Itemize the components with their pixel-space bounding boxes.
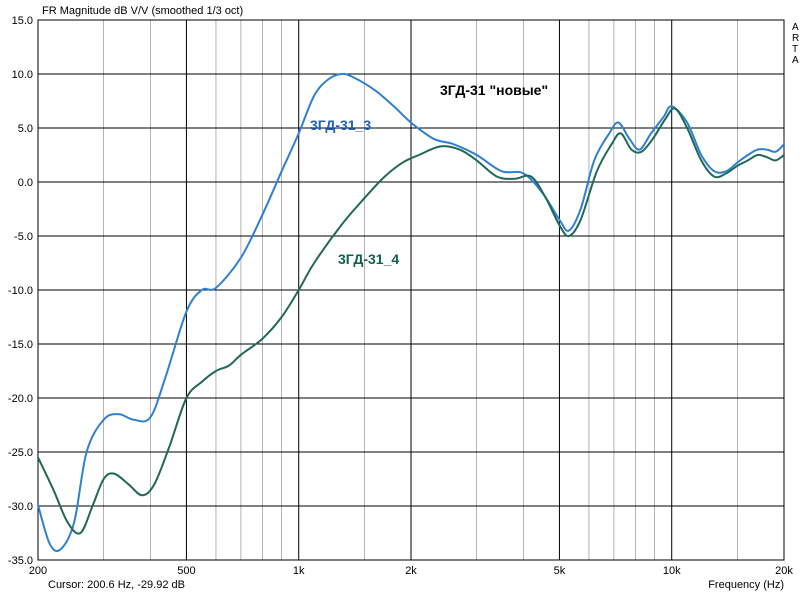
chart-title: FR Magnitude dB V/V (smoothed 1/3 oct) [42,5,243,17]
x-tick-label: 2k [405,565,417,577]
x-tick-label: 1k [293,565,305,577]
arta-watermark: T [792,44,798,55]
x-tick-label: 10k [663,565,681,577]
arta-watermark: R [792,33,799,44]
annotation-title: 3ГД-31 "новые" [440,82,548,98]
chart-svg: 2005001k2k5k10k20k15.010.05.00.0-5.0-10.… [0,0,800,594]
y-tick-label: -15.0 [8,339,33,351]
y-tick-label: -25.0 [8,447,33,459]
series-label: 3ГД-31_4 [338,251,399,267]
y-tick-label: -5.0 [14,231,33,243]
cursor-readout: Cursor: 200.6 Hz, -29.92 dB [48,579,185,591]
x-axis-label: Frequency (Hz) [708,579,784,591]
arta-watermark: A [792,55,799,66]
series-label: 3ГД-31_3 [310,117,371,133]
y-tick-label: 0.0 [18,177,33,189]
y-tick-label: -35.0 [8,555,33,567]
x-tick-label: 20k [775,565,793,577]
x-tick-label: 5k [554,565,566,577]
y-tick-label: 10.0 [12,69,33,81]
y-tick-label: -20.0 [8,393,33,405]
y-tick-label: 15.0 [12,15,33,27]
y-tick-label: 5.0 [18,123,33,135]
arta-watermark: A [792,22,799,33]
y-tick-label: -30.0 [8,501,33,513]
fr-magnitude-chart: 2005001k2k5k10k20k15.010.05.00.0-5.0-10.… [0,0,800,594]
y-tick-label: -10.0 [8,285,33,297]
x-tick-label: 500 [177,565,195,577]
